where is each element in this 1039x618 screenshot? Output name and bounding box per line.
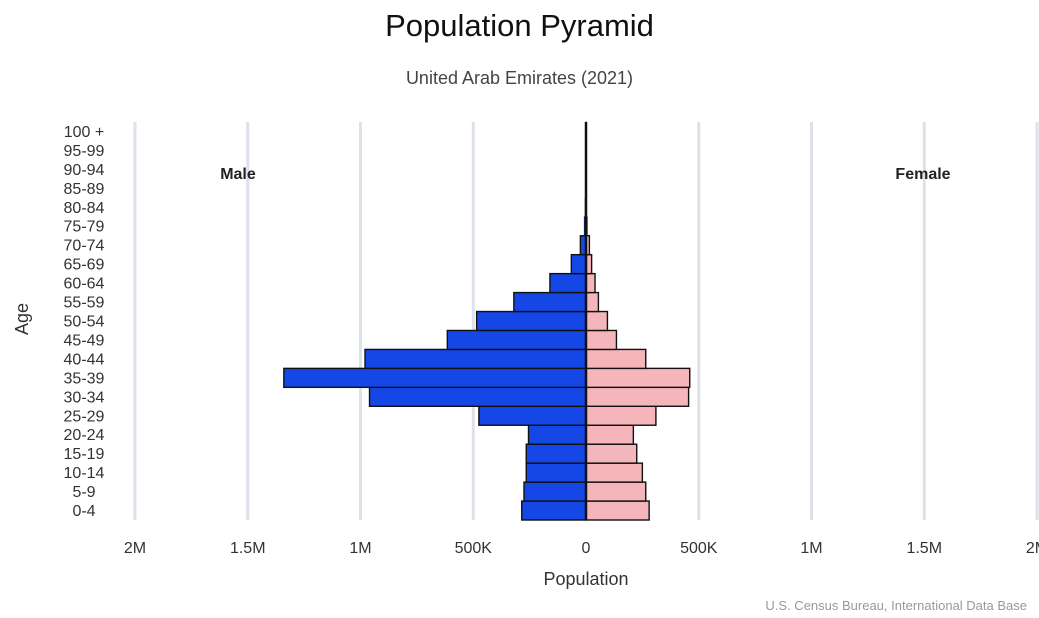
chart-title: Population Pyramid <box>385 8 654 43</box>
female-bar-5-9 <box>585 481 647 502</box>
chart-subtitle: United Arab Emirates (2021) <box>405 68 634 88</box>
male-bar-55-59 <box>513 291 587 313</box>
x-tick-label: 1.5M <box>906 540 942 557</box>
y-tick-label: 95-99 <box>64 143 105 160</box>
male-bar-15-19 <box>525 443 587 464</box>
male-bar-10-14 <box>525 462 587 483</box>
y-tick-label: 70-74 <box>64 238 105 255</box>
y-tick-label: 90-94 <box>64 162 105 179</box>
male-bar-35-39 <box>283 367 587 389</box>
x-tick-label: 500K <box>455 540 493 557</box>
population-tick-labels: 2M 1.5M 1M 500K 0 500K 1M 1.5M 2M <box>124 540 1039 557</box>
female-bar-55-59 <box>585 291 600 313</box>
legend-male-label: Male <box>220 166 256 183</box>
x-axis-title: Population <box>543 569 628 589</box>
y-tick-label: 50-54 <box>64 314 105 331</box>
x-tick-label: 1M <box>800 540 822 557</box>
female-bar-25-29 <box>585 405 657 426</box>
data-source-note: U.S. Census Bureau, International Data B… <box>765 598 1027 613</box>
legend-female-label: Female <box>895 166 950 183</box>
bars <box>283 121 691 521</box>
male-bar-25-29 <box>478 405 587 426</box>
male-bar-5-9 <box>523 481 587 502</box>
female-bar-10-14 <box>585 462 644 483</box>
y-axis-title: Age <box>12 303 32 335</box>
grid-lines <box>133 122 1039 520</box>
male-bar-50-54 <box>475 310 587 332</box>
y-tick-label: 15-19 <box>64 446 105 463</box>
x-tick-label: 1M <box>349 540 371 557</box>
female-bar-60-64 <box>585 272 596 294</box>
male-bar-65-69 <box>570 253 587 275</box>
y-tick-label: 5-9 <box>72 484 95 501</box>
age-tick-labels: 0-4 5-9 10-14 15-19 20-24 25-29 30-34 35-39 40-4… <box>64 124 105 520</box>
x-tick-label: 1.5M <box>230 540 266 557</box>
female-bar-45-49 <box>585 329 618 351</box>
male-bar-45-49 <box>446 329 587 351</box>
female-bar-30-34 <box>585 386 690 407</box>
y-tick-label: 35-39 <box>64 370 105 387</box>
y-tick-label: 85-89 <box>64 181 105 198</box>
male-bar-60-64 <box>549 272 587 294</box>
female-bar-50-54 <box>585 310 609 332</box>
y-tick-label: 60-64 <box>64 276 105 293</box>
female-bar-40-44 <box>585 348 647 370</box>
y-tick-label: 25-29 <box>64 408 105 425</box>
x-tick-label: 0 <box>582 540 591 557</box>
female-bar-0-4 <box>585 500 650 521</box>
male-bar-0-4 <box>521 500 587 521</box>
x-tick-label: 500K <box>680 540 718 557</box>
y-tick-label: 20-24 <box>64 427 105 444</box>
y-tick-label: 80-84 <box>64 200 105 217</box>
y-tick-label: 55-59 <box>64 295 105 312</box>
female-bar-15-19 <box>585 443 638 464</box>
y-tick-label: 30-34 <box>64 389 105 406</box>
male-bar-40-44 <box>364 348 587 370</box>
y-tick-label: 100 + <box>64 124 104 141</box>
y-tick-label: 45-49 <box>64 332 105 349</box>
male-bar-30-34 <box>368 386 587 407</box>
y-tick-label: 0-4 <box>72 503 95 520</box>
y-tick-label: 65-69 <box>64 257 105 274</box>
y-tick-label: 40-44 <box>64 351 105 368</box>
x-tick-label: 2M <box>1026 540 1039 557</box>
female-bar-20-24 <box>585 424 635 445</box>
y-tick-label: 75-79 <box>64 219 105 236</box>
male-bar-20-24 <box>527 424 587 445</box>
x-tick-label: 2M <box>124 540 146 557</box>
female-bar-35-39 <box>585 367 691 389</box>
y-tick-label: 10-14 <box>64 465 105 482</box>
